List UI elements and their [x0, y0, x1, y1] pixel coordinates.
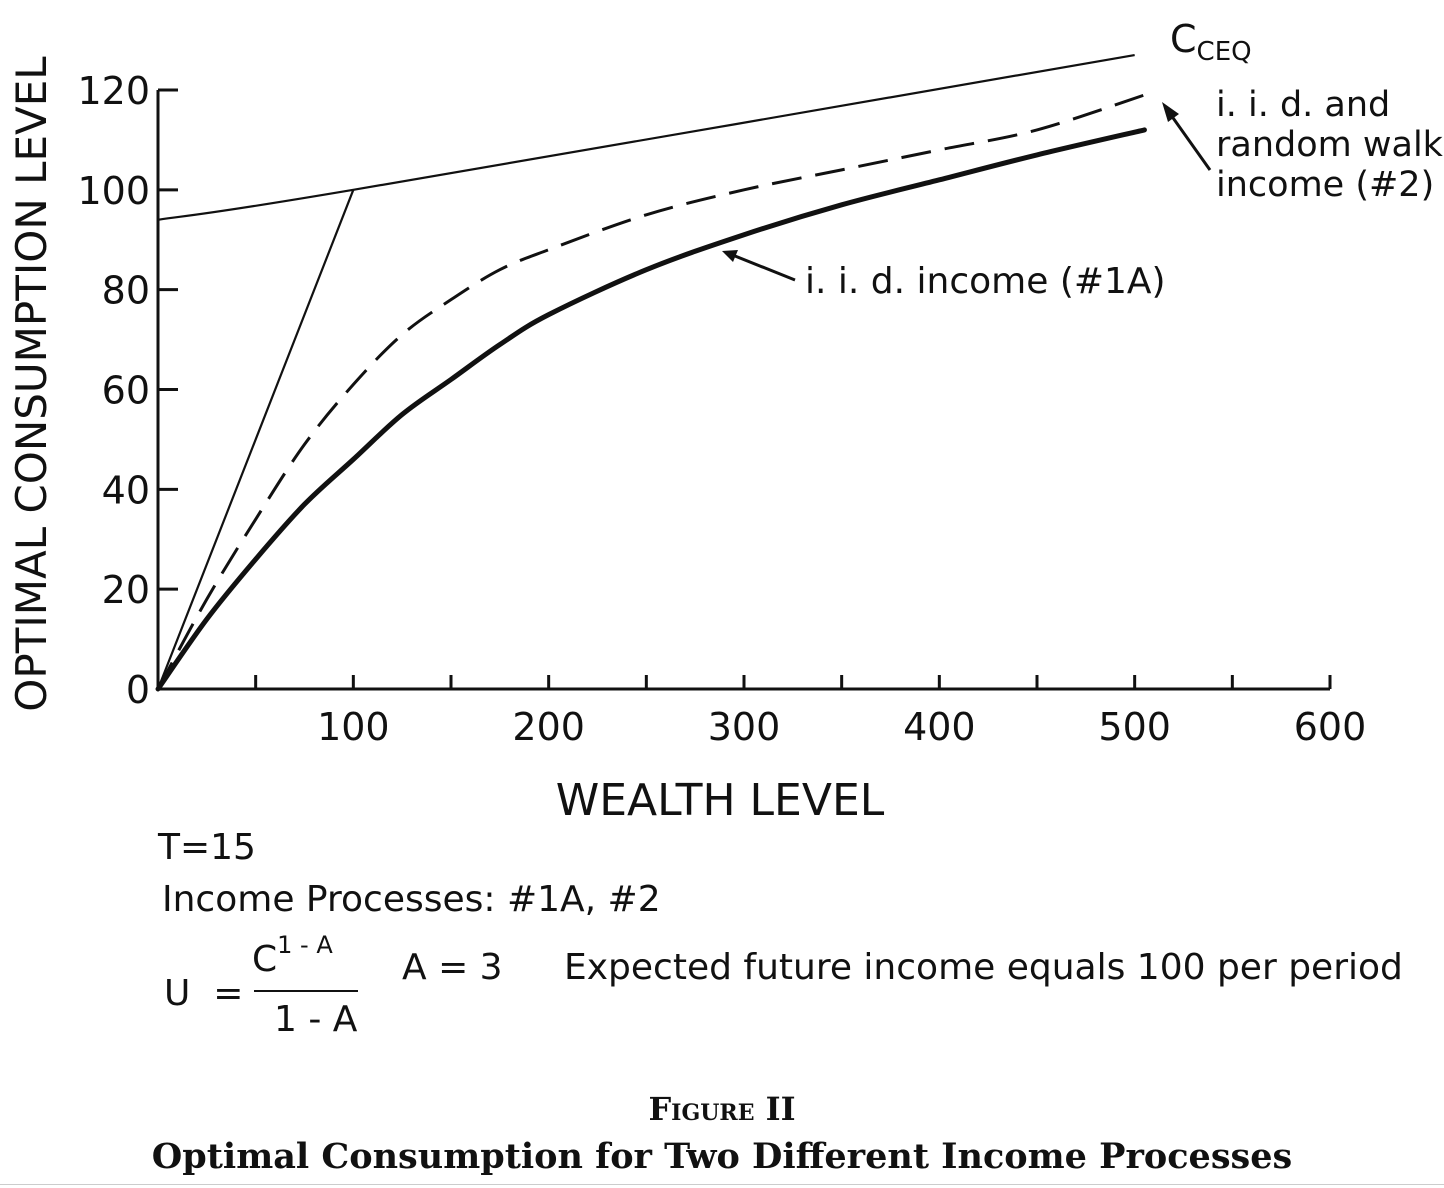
x-axis-label: WEALTH LEVEL	[556, 775, 885, 826]
utility-fraction-bar	[254, 990, 358, 992]
expected-income-note: Expected future income equals 100 per pe…	[564, 947, 1403, 988]
utility-numerator-exp: 1 - A	[277, 931, 333, 959]
y-tick-label: 80	[102, 269, 150, 313]
x-tick-label: 100	[317, 705, 390, 749]
y-tick-label: 40	[102, 468, 150, 512]
utility-lhs: U =	[164, 973, 244, 1014]
utility-param: A = 3	[402, 947, 503, 988]
series-random-walk-income	[156, 93, 1145, 690]
axes: 100 200 300 400 500 600 0 20 40 60 80 100 120 WEALTH …	[7, 56, 1366, 826]
cceq-label-main: C	[1170, 17, 1197, 61]
series-initial-line	[156, 189, 355, 690]
iid-label: i. i. d. income (#1A)	[805, 261, 1166, 302]
utility-denominator: 1 - A	[274, 999, 358, 1040]
x-tick-label: 500	[1098, 705, 1171, 749]
x-tick-label: 400	[903, 705, 976, 749]
x-tick-label: 200	[512, 705, 585, 749]
series-cceq-line	[157, 53, 1135, 221]
random-walk-label-line3: income (#2)	[1216, 165, 1434, 205]
bottom-rule	[0, 1184, 1444, 1185]
utility-numerator-base: C	[252, 939, 278, 980]
random-walk-arrowhead	[1162, 102, 1179, 122]
y-tick-label: 0	[126, 668, 150, 712]
random-walk-label-line1: i. i. d. and	[1216, 85, 1390, 125]
cceq-label: CCEQ	[1170, 17, 1252, 67]
figure-title: Optimal Consumption for Two Different In…	[151, 1136, 1293, 1177]
y-tick-label: 100	[77, 169, 150, 213]
figure-label: Figure II	[648, 1090, 796, 1128]
annotations: CCEQ i. i. d. and random walk income (#2…	[722, 17, 1444, 302]
y-tick-label: 20	[102, 568, 150, 612]
utility-numerator: C1 - A	[252, 933, 333, 980]
y-tick-label: 60	[102, 369, 150, 413]
y-tick-label: 120	[77, 69, 150, 113]
y-axis-label: OPTIMAL CONSUMPTION LEVEL	[7, 56, 56, 712]
chart: 100 200 300 400 500 600 0 20 40 60 80 100 120 WEALTH …	[7, 17, 1444, 826]
iid-arrow	[729, 252, 796, 282]
random-walk-label-line2: random walk	[1216, 125, 1444, 165]
series-layer	[155, 53, 1147, 692]
random-walk-arrow	[1164, 107, 1212, 171]
series-iid-income	[155, 127, 1147, 692]
income-processes: Income Processes: #1A, #2	[162, 879, 661, 920]
iid-arrowhead	[722, 250, 738, 262]
x-tick-label: 600	[1294, 705, 1367, 749]
t-value: T=15	[158, 827, 256, 868]
x-tick-label: 300	[708, 705, 781, 749]
cceq-label-sub: CEQ	[1197, 37, 1252, 67]
